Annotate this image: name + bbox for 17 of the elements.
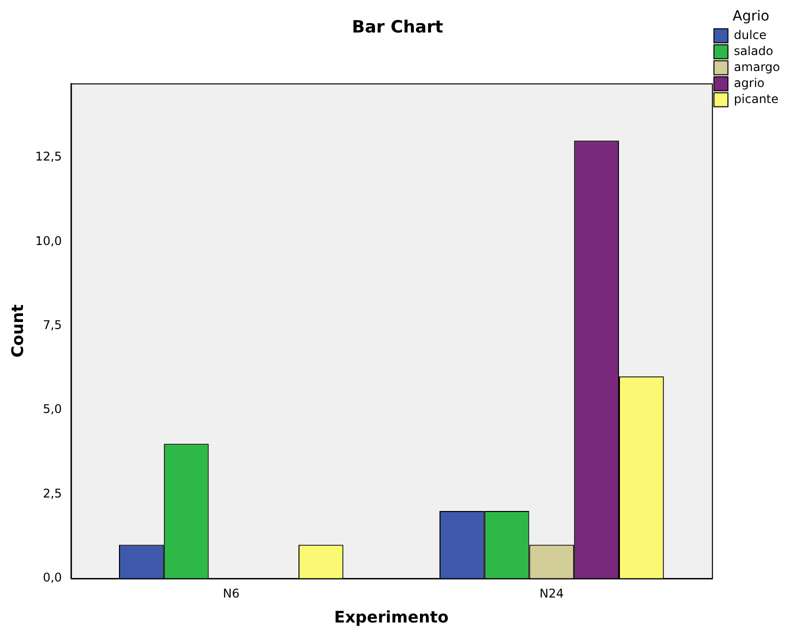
legend-title: Agrio — [732, 8, 770, 25]
legend-label: amargo — [734, 60, 780, 74]
x-tick-label: N6 — [222, 586, 240, 601]
x-tick-label: N24 — [540, 586, 564, 601]
legend-label: salado — [734, 44, 774, 58]
legend-label: picante — [734, 92, 779, 106]
y-tick-label: 5,0 — [42, 402, 62, 416]
legend-label: agrio — [734, 76, 765, 90]
y-tick-label: 2,5 — [42, 486, 62, 500]
chart-title: Bar Chart — [352, 18, 444, 38]
legend-label: dulce — [734, 28, 766, 42]
y-tick-label: 0,0 — [42, 570, 62, 585]
x-axis-title: Experimento — [334, 608, 449, 627]
y-axis-title: Count — [8, 304, 27, 358]
y-tick-label: 12,5 — [35, 150, 62, 164]
y-tick-label: 7,5 — [42, 318, 62, 332]
y-tick-label: 10,0 — [35, 234, 62, 248]
